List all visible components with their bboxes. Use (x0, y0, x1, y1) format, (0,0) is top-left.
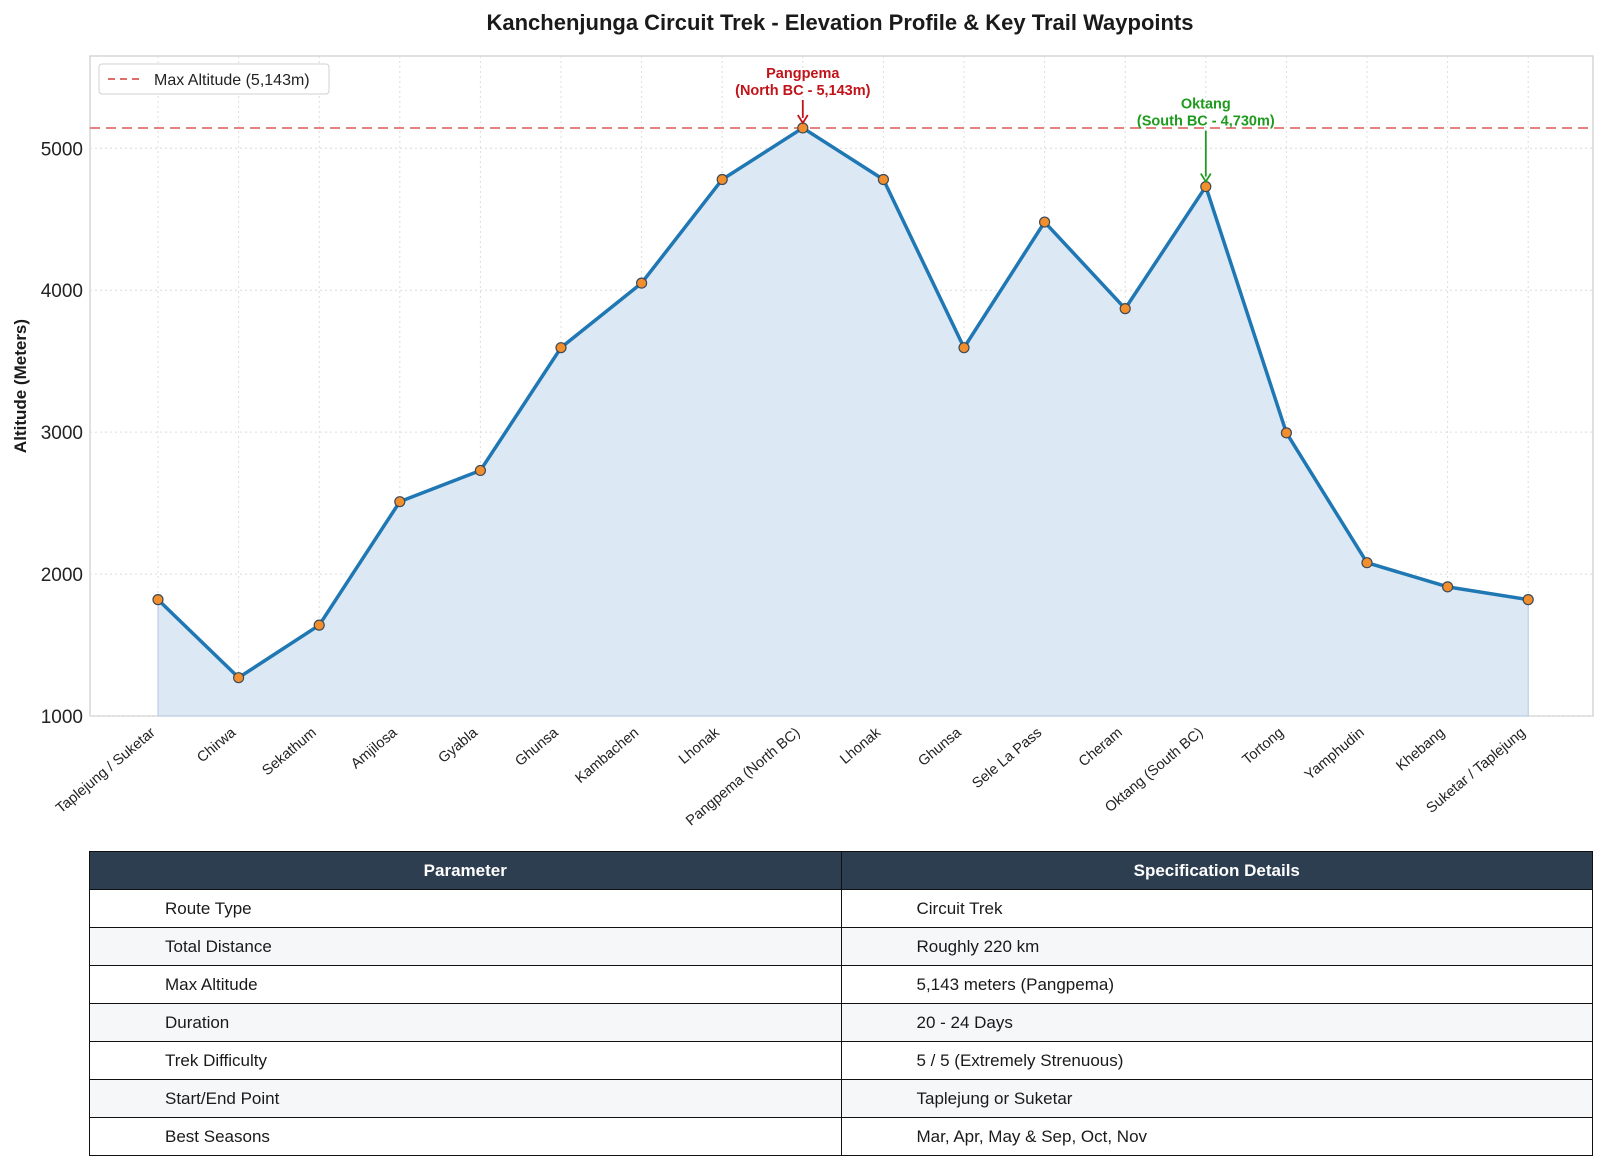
table-cell-parameter: Route Type (89, 889, 842, 928)
data-point (1361, 557, 1373, 569)
table-row: Trek Difficulty 5 / 5 (Extremely Strenuo… (89, 1041, 1593, 1080)
table-cell-detail: Circuit Trek (840, 889, 1593, 928)
data-point (1119, 303, 1131, 315)
x-tick-label: Kambachen (573, 725, 643, 787)
table-row: Duration 20 - 24 Days (89, 1003, 1593, 1042)
annotation-title: Oktang (1181, 97, 1231, 113)
legend: Max Altitude (5,143m) (98, 63, 330, 95)
table-cell-detail: 5 / 5 (Extremely Strenuous) (840, 1041, 1593, 1080)
table-row: Max Altitude 5,143 meters (Pangpema) (89, 965, 1593, 1004)
table-cell-detail: 5,143 meters (Pangpema) (840, 965, 1593, 1004)
x-tick-label: Taplejung / Suketar (53, 725, 159, 817)
table-header-row: Parameter Specification Details (89, 851, 1593, 890)
x-tick-label: Cheram (1076, 725, 1126, 770)
x-tick-label: Khebang (1393, 725, 1448, 775)
table-header-specification: Specification Details (840, 851, 1593, 890)
table-cell-parameter: Total Distance (89, 927, 842, 966)
data-point (394, 496, 406, 508)
table-cell-parameter: Start/End Point (89, 1079, 842, 1118)
table-row: Route Type Circuit Trek (89, 889, 1593, 928)
annotation-arrow-head (1200, 173, 1212, 184)
data-point (635, 277, 648, 289)
y-tick-label: 5000 (41, 139, 83, 160)
legend-label: Max Altitude (5,143m) (154, 72, 310, 89)
data-points-layer (152, 122, 1534, 684)
series-line-layer (156, 126, 1529, 680)
x-tick-label: Chirwa (194, 724, 240, 766)
x-tick-label: Ghunsa (512, 724, 562, 770)
x-tick-label: Ghunsa (915, 724, 965, 770)
data-point (313, 619, 325, 631)
table-row: Best Seasons Mar, Apr, May & Sep, Oct, N… (89, 1117, 1593, 1156)
data-point (1522, 594, 1534, 606)
legend-box (98, 63, 330, 95)
annotation-title: Pangpema (766, 66, 840, 82)
y-tick-labels: 1000 2000 3000 4000 5000 (41, 139, 83, 728)
data-point (1038, 216, 1051, 228)
table-cell-parameter: Max Altitude (89, 965, 842, 1004)
x-tick-label: Sele La Pass (969, 725, 1045, 792)
table-cell-detail: Taplejung or Suketar (840, 1079, 1593, 1118)
data-point (958, 342, 970, 354)
table-header-parameter: Parameter (89, 851, 842, 890)
elevation-chart: Kanchenjunga Circuit Trek - Elevation Pr… (11, 10, 1594, 829)
annotation-arrow-head (797, 114, 809, 125)
annotation-subtitle: (North BC - 5,143m) (735, 83, 871, 99)
x-tick-label: Amjilosa (348, 724, 401, 772)
y-tick-label: 2000 (41, 565, 83, 586)
x-tick-label: Lhonak (837, 724, 884, 767)
elevation-series-line (156, 126, 1529, 680)
data-point (1441, 581, 1454, 593)
data-point (474, 464, 486, 477)
data-point (877, 173, 890, 186)
annotations-layer: Pangpema(North BC - 5,143m) Oktang(South … (735, 66, 1275, 184)
x-tick-label: Gyabla (435, 724, 481, 766)
y-axis-label: Altitude (Meters) (11, 319, 30, 453)
x-tick-label: Lhonak (676, 724, 723, 767)
table-cell-detail: Mar, Apr, May & Sep, Oct, Nov (840, 1117, 1593, 1156)
x-tick-label: Yamphudin (1302, 725, 1368, 784)
table-cell-detail: 20 - 24 Days (840, 1003, 1593, 1042)
table-cell-parameter: Best Seasons (89, 1117, 842, 1156)
y-tick-label: 1000 (41, 707, 83, 728)
spec-table: Parameter Specification Details Route Ty… (89, 851, 1593, 1156)
table-cell-detail: Roughly 220 km (840, 927, 1593, 966)
chart-title: Kanchenjunga Circuit Trek - Elevation Pr… (486, 10, 1193, 35)
annotation-subtitle: (South BC - 4,730m) (1137, 114, 1275, 130)
y-tick-label: 4000 (41, 281, 83, 302)
data-point (716, 173, 728, 186)
x-tick-label: Sekathum (259, 725, 319, 779)
data-point (152, 594, 164, 606)
table-cell-parameter: Duration (89, 1003, 842, 1042)
data-point (1280, 427, 1293, 439)
table-cell-parameter: Trek Difficulty (89, 1041, 842, 1080)
table-row: Start/End Point Taplejung or Suketar (89, 1079, 1593, 1118)
data-point (555, 342, 567, 354)
x-tick-labels: Taplejung / Suketar Chirwa Sekathum Amjilos… (53, 724, 1529, 829)
x-tick-label: Tortong (1240, 725, 1287, 768)
table-row: Total Distance Roughly 220 km (89, 927, 1593, 966)
data-point (233, 672, 245, 684)
y-tick-label: 3000 (41, 423, 83, 444)
